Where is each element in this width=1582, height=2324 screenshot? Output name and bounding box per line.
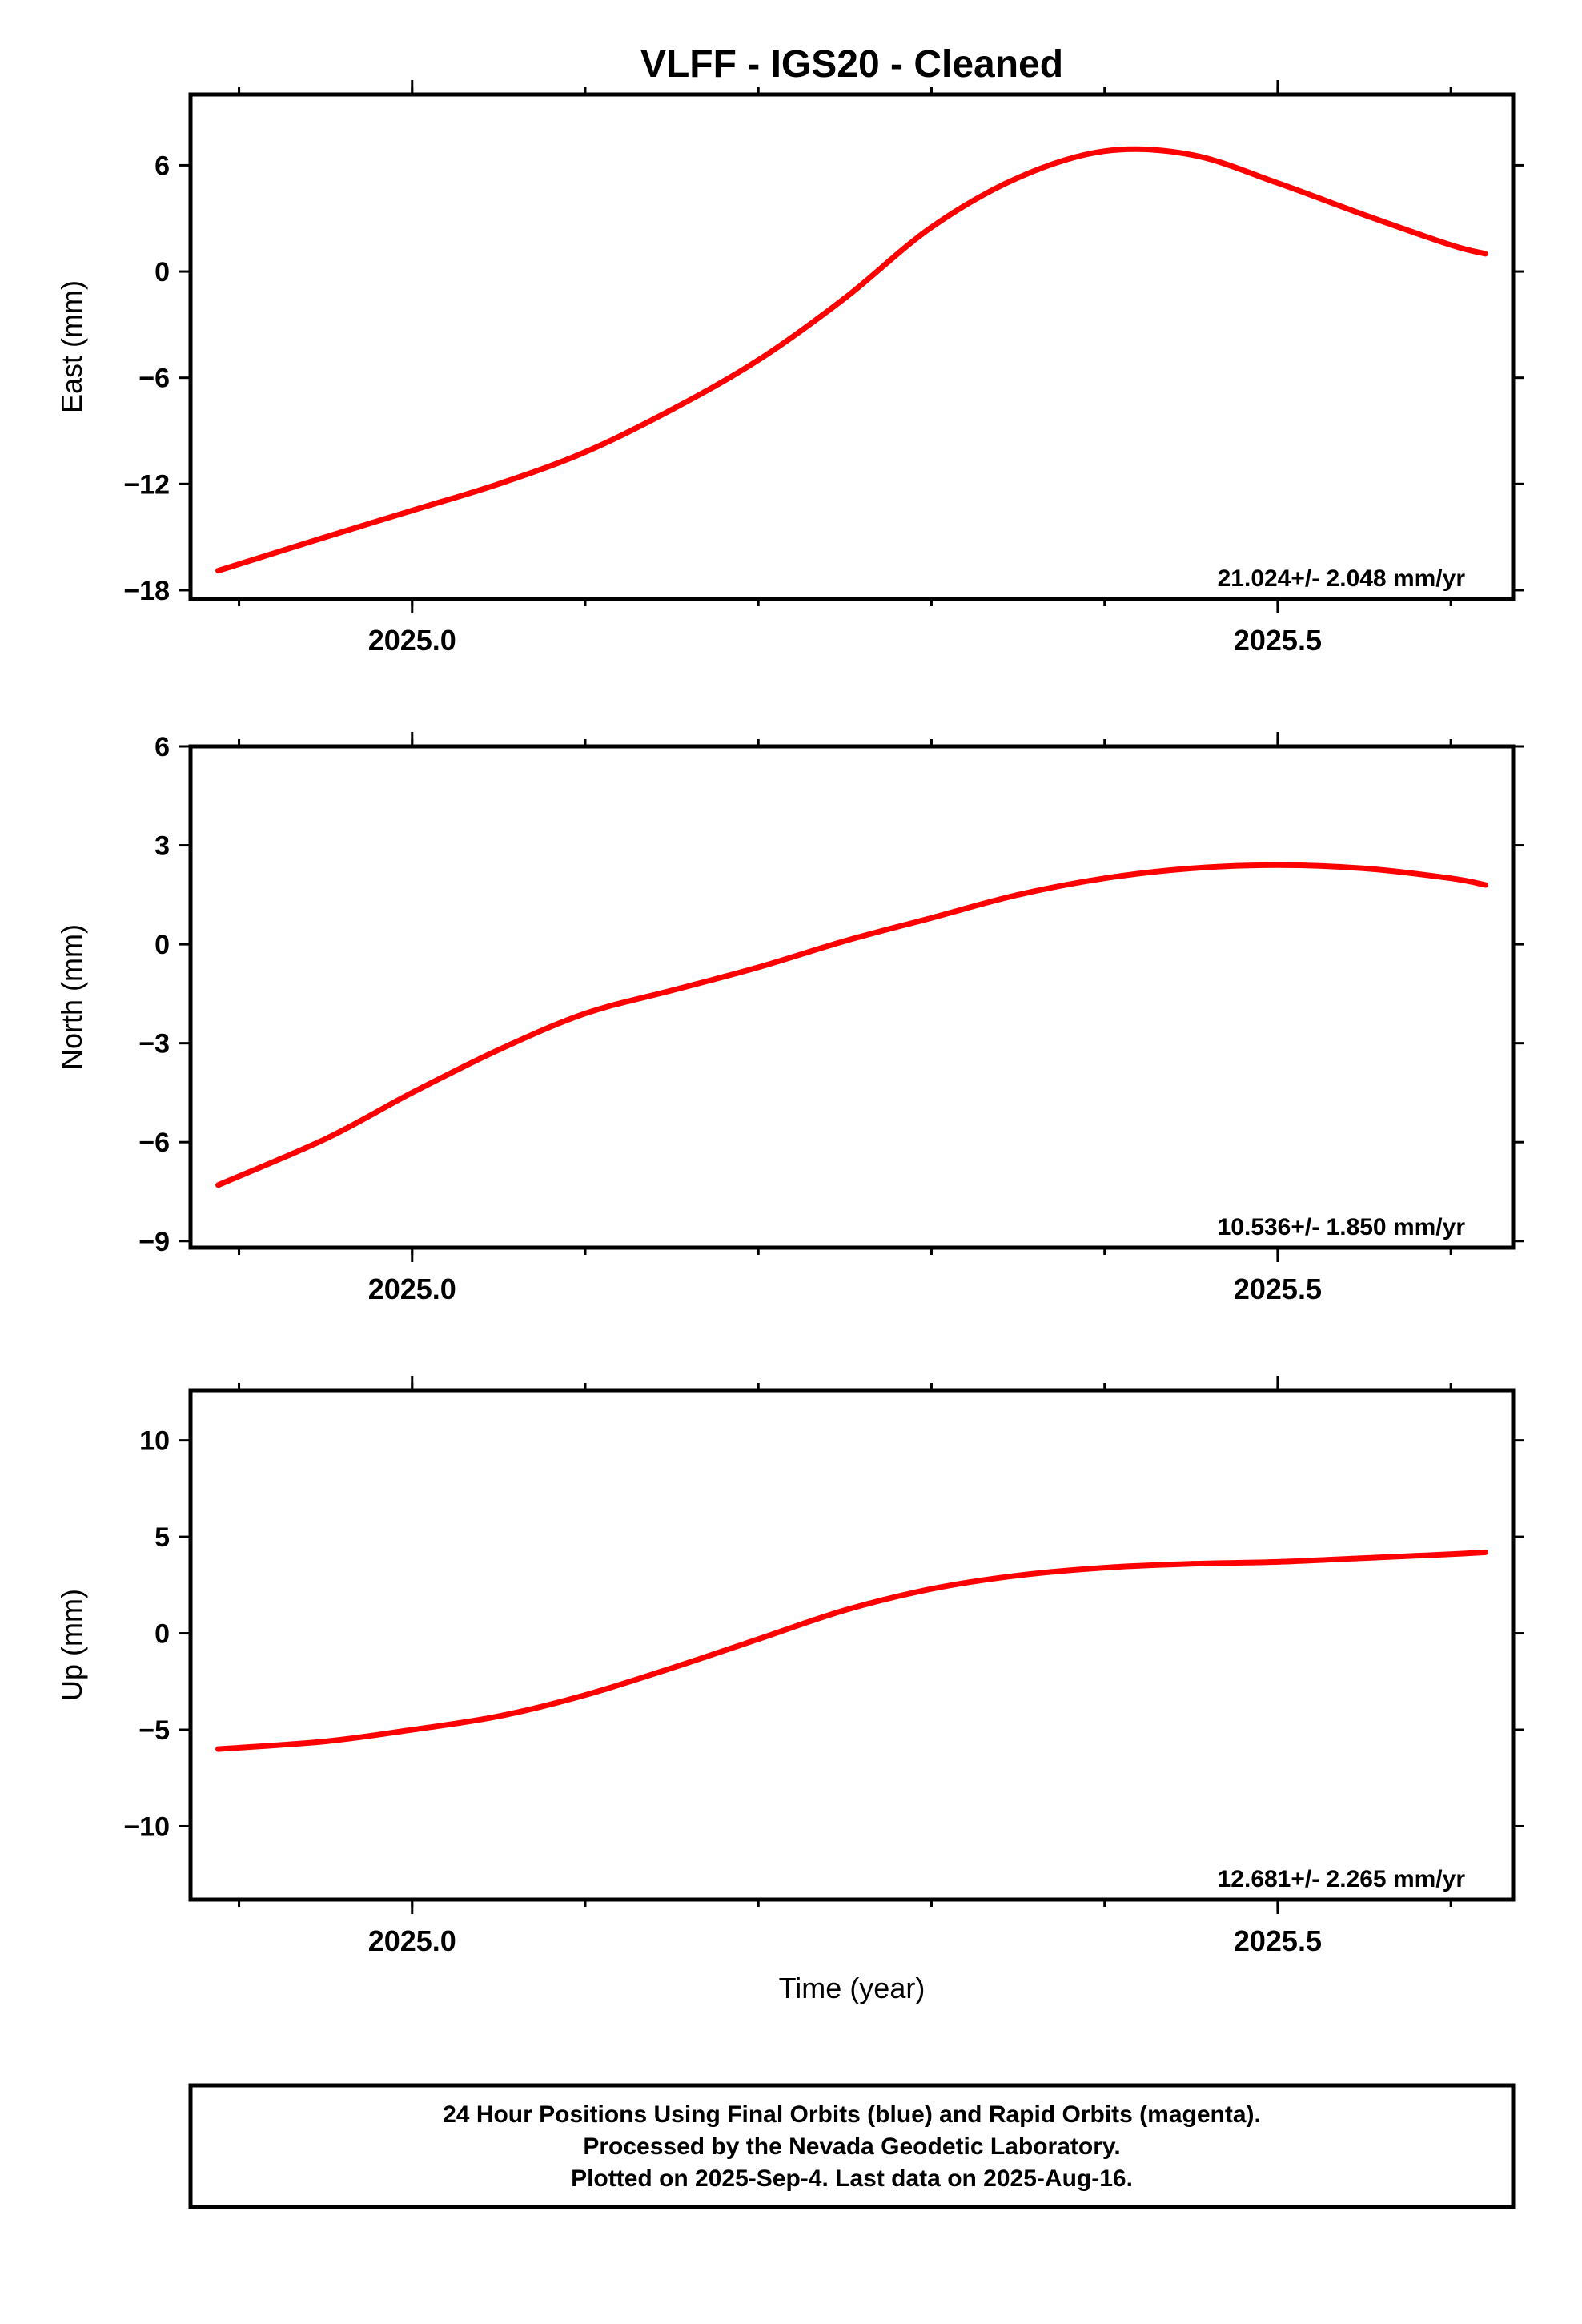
- east-y-tick-label: −6: [139, 364, 170, 394]
- up-y-tick-label: −5: [139, 1715, 170, 1746]
- up-panel: 2025.0 2025.5 −10 −5 0 5 10 Up (mm) 12.681+/- 2.…: [55, 1376, 1524, 1957]
- east-y-tick-label: 0: [155, 257, 170, 287]
- east-panel: 2025.0 2025.5 −18 −12 −6 0 6 East (mm) 21.024+/-…: [55, 80, 1524, 657]
- east-x-tick-label: 2025.5: [1234, 624, 1322, 657]
- up-y-tick-label: 10: [139, 1426, 170, 1457]
- east-plot-frame: [188, 92, 1516, 601]
- caption-box: [188, 2083, 1516, 2209]
- up-y-axis-label: Up (mm): [55, 1589, 88, 1701]
- east-y-axis-label: East (mm): [55, 280, 88, 413]
- north-panel: 2025.0 2025.5 −9 −6 −3 0 3 6 North (mm) 10.536+/-…: [55, 732, 1524, 1305]
- up-plot-frame: [188, 1388, 1516, 1902]
- up-y-tick-label: −10: [123, 1811, 170, 1842]
- east-y-tick-label: −18: [123, 576, 170, 606]
- up-x-tick-label: 2025.5: [1234, 1924, 1322, 1957]
- north-fit-line: [215, 862, 1488, 1188]
- north-y-tick-label: 3: [155, 831, 170, 862]
- north-y-tick-label: −9: [139, 1227, 170, 1257]
- up-y-tick-label: 0: [155, 1619, 170, 1650]
- caption-line-2: Processed by the Nevada Geodetic Laborat…: [583, 2133, 1120, 2160]
- up-fit-line: [215, 1549, 1488, 1752]
- up-y-tick-label: 5: [155, 1522, 170, 1553]
- north-y-tick-label: −6: [139, 1128, 170, 1158]
- caption-line-1: 24 Hour Positions Using Final Orbits (bl…: [443, 2101, 1261, 2128]
- x-axis-label: Time (year): [779, 1972, 926, 2004]
- up-x-tick-label: 2025.0: [368, 1924, 456, 1957]
- chart-title: VLFF - IGS20 - Cleaned: [640, 43, 1063, 86]
- up-rate-label: 12.681+/- 2.265 mm/yr: [1218, 1866, 1466, 1892]
- north-y-tick-label: −3: [139, 1029, 170, 1059]
- east-y-tick-label: −12: [123, 469, 170, 500]
- north-y-axis-label: North (mm): [55, 924, 88, 1070]
- north-y-tick-label: 6: [155, 732, 170, 762]
- east-rate-label: 21.024+/- 2.048 mm/yr: [1218, 565, 1466, 592]
- north-x-tick-label: 2025.5: [1234, 1273, 1322, 1305]
- north-plot-frame: [188, 744, 1516, 1250]
- caption-line-3: Plotted on 2025-Sep-4. Last data on 2025…: [571, 2165, 1133, 2192]
- north-x-tick-label: 2025.0: [368, 1273, 456, 1305]
- east-y-tick-label: 6: [155, 151, 170, 181]
- north-rate-label: 10.536+/- 1.850 mm/yr: [1218, 1214, 1466, 1240]
- east-fit-line: [215, 146, 1488, 574]
- north-y-tick-label: 0: [155, 930, 170, 960]
- east-x-tick-label: 2025.0: [368, 624, 456, 657]
